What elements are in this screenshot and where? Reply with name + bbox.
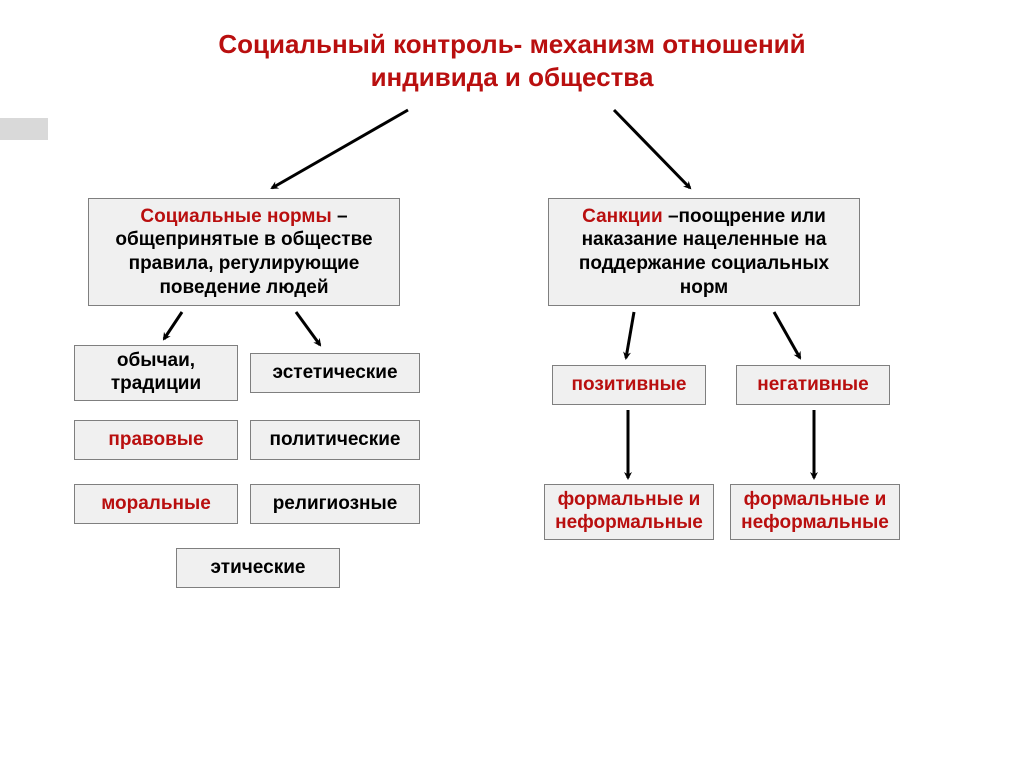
aesthetic-box: эстетические xyxy=(250,353,420,393)
social-norms-l3: правила, регулирующие xyxy=(129,253,360,274)
social-norms-dash: – xyxy=(332,206,348,227)
aesthetic-label: эстетические xyxy=(272,362,397,385)
title-line1: Социальный контроль- механизм отношений xyxy=(218,29,805,59)
sanctions-term: Санкции xyxy=(582,206,663,227)
formal-left-l2: неформальные xyxy=(555,512,703,533)
customs-l1: обычаи, xyxy=(117,350,195,371)
formal-left-l1: формальные и xyxy=(558,489,701,510)
diagram-title: Социальный контроль- механизм отношений … xyxy=(0,28,1024,93)
moral-label: моральные xyxy=(101,493,211,516)
negative-box: негативные xyxy=(736,365,890,405)
negative-label: негативные xyxy=(757,374,868,397)
political-box: политические xyxy=(250,420,420,460)
moral-box: моральные xyxy=(74,484,238,524)
legal-box: правовые xyxy=(74,420,238,460)
sanctions-box: Санкции –поощрение или наказание нацелен… xyxy=(548,198,860,306)
sanctions-dash: –поощрение или xyxy=(663,206,826,227)
positive-label: позитивные xyxy=(572,374,687,397)
sanctions-l2: наказание нацеленные на xyxy=(582,229,827,250)
customs-traditions-box: обычаи, традиции xyxy=(74,345,238,401)
political-label: политические xyxy=(269,429,400,452)
slide-side-tab xyxy=(0,118,48,140)
ethical-label: этические xyxy=(211,557,306,580)
social-norms-box: Социальные нормы – общепринятые в общест… xyxy=(88,198,400,306)
social-norms-l2: общепринятые в обществе xyxy=(115,229,372,250)
customs-l2: традиции xyxy=(111,373,201,394)
formal-right-l2: неформальные xyxy=(741,512,889,533)
positive-box: позитивные xyxy=(552,365,706,405)
sanctions-l4: норм xyxy=(680,277,729,298)
formal-right-l1: формальные и xyxy=(744,489,887,510)
legal-label: правовые xyxy=(108,429,203,452)
social-norms-term: Социальные нормы xyxy=(140,206,331,227)
religious-label: религиозные xyxy=(273,493,398,516)
ethical-box: этические xyxy=(176,548,340,588)
title-line2: индивида и общества xyxy=(371,62,654,92)
formal-left-box: формальные и неформальные xyxy=(544,484,714,540)
sanctions-l3: поддержание социальных xyxy=(579,253,829,274)
formal-right-box: формальные и неформальные xyxy=(730,484,900,540)
social-norms-l4: поведение людей xyxy=(159,277,328,298)
religious-box: религиозные xyxy=(250,484,420,524)
